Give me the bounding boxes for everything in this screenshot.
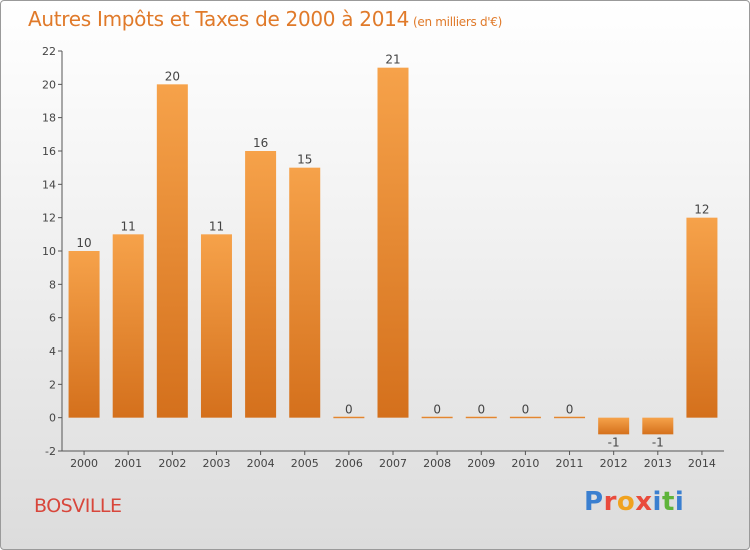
y-tick-label: 0: [49, 412, 56, 425]
x-tick-label: 2014: [688, 457, 716, 470]
logo-letter: t: [661, 487, 675, 517]
data-label: 11: [209, 219, 224, 233]
data-label: 0: [566, 403, 574, 417]
bar: [686, 217, 718, 418]
logo-letter: x: [635, 487, 653, 517]
logo-letter: r: [603, 487, 617, 517]
y-tick-label: 20: [42, 78, 56, 91]
x-tick-label: 2006: [335, 457, 363, 470]
x-tick-label: 2000: [70, 457, 98, 470]
bar: [377, 67, 409, 418]
data-label: 0: [477, 403, 485, 417]
chart-title-main: Autres Impôts et Taxes de 2000 à 2014: [28, 7, 409, 31]
logo-letter: P: [584, 487, 604, 517]
y-tick-label: 18: [42, 112, 56, 125]
commune-name: BOSVILLE: [34, 495, 122, 517]
data-label: 0: [345, 403, 353, 417]
logo-letter: i: [674, 487, 685, 517]
x-tick-label: 2010: [511, 457, 539, 470]
y-tick-label: 22: [42, 45, 56, 58]
bar: [421, 416, 453, 419]
y-tick-label: 6: [49, 312, 56, 325]
y-tick-label: 4: [49, 345, 56, 358]
y-tick-label: 8: [49, 278, 56, 291]
logo-letter: o: [616, 487, 636, 517]
chart-title-unit: (en milliers d'€): [413, 15, 503, 29]
bar: [112, 234, 144, 418]
data-label: 15: [297, 153, 312, 167]
bar: [465, 416, 497, 419]
bar: [333, 416, 365, 419]
bar: [68, 251, 100, 418]
bar: [509, 416, 541, 419]
bar: [554, 416, 586, 419]
bar: [289, 167, 321, 418]
data-label: 21: [385, 53, 400, 67]
x-tick-label: 2009: [467, 457, 495, 470]
data-label: 0: [433, 403, 441, 417]
bar: [642, 417, 674, 435]
y-tick-label: -2: [45, 445, 56, 458]
x-tick-label: 2001: [114, 457, 142, 470]
x-tick-label: 2012: [600, 457, 628, 470]
data-label: -1: [608, 435, 620, 449]
x-tick-label: 2013: [644, 457, 672, 470]
data-label: 16: [253, 136, 268, 150]
x-tick-label: 2011: [556, 457, 584, 470]
y-tick-label: 16: [42, 145, 56, 158]
x-tick-label: 2005: [291, 457, 319, 470]
chart-title: Autres Impôts et Taxes de 2000 à 2014 (en…: [28, 7, 502, 31]
data-label: 0: [522, 403, 530, 417]
bar: [598, 417, 630, 435]
data-label: -1: [652, 435, 664, 449]
x-tick-label: 2008: [423, 457, 451, 470]
y-tick-label: 2: [49, 378, 56, 391]
x-tick-label: 2007: [379, 457, 407, 470]
data-label: 11: [121, 219, 136, 233]
logo-letter: i: [652, 487, 662, 517]
y-tick-label: 12: [42, 212, 56, 225]
x-tick-label: 2002: [158, 457, 186, 470]
data-label: 20: [165, 69, 180, 83]
x-tick-label: 2003: [202, 457, 230, 470]
y-tick-label: 10: [42, 245, 56, 258]
bar: [245, 151, 277, 418]
x-tick-label: 2004: [247, 457, 275, 470]
bar: [156, 84, 188, 418]
data-label: 12: [694, 203, 709, 217]
bar: [200, 234, 232, 418]
y-tick-label: 14: [42, 178, 56, 191]
proxiti-logo[interactable]: Proxiti: [584, 487, 684, 517]
data-label: 10: [76, 236, 91, 250]
